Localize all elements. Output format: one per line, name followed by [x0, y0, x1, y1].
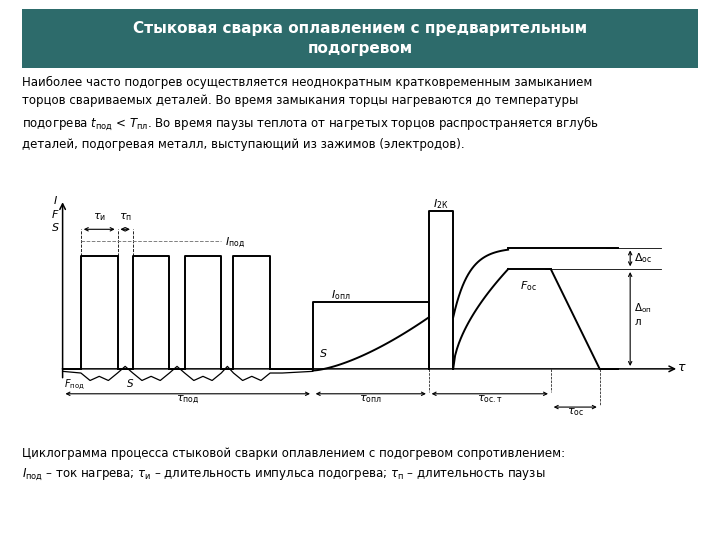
Text: $I_\mathrm{опл}$: $I_\mathrm{опл}$	[331, 288, 351, 302]
Text: $\Delta_\mathrm{ос}$: $\Delta_\mathrm{ос}$	[634, 252, 652, 265]
Text: $\tau_\mathrm{под}$: $\tau_\mathrm{под}$	[176, 394, 199, 406]
Text: $\tau_\mathrm{п}$: $\tau_\mathrm{п}$	[119, 212, 132, 224]
Text: $I$: $I$	[53, 194, 58, 206]
Text: $I_\mathrm{под}$: $I_\mathrm{под}$	[225, 235, 245, 250]
Text: $S$: $S$	[319, 347, 328, 359]
Text: Циклограмма процесса стыковой сварки оплавлением с подогревом сопротивлением:
$I: Циклограмма процесса стыковой сварки опл…	[22, 447, 564, 482]
Text: $F_\mathrm{ос}$: $F_\mathrm{ос}$	[521, 279, 537, 293]
Text: $\tau_\mathrm{ос}$: $\tau_\mathrm{ос}$	[567, 407, 584, 418]
Text: $\tau_\mathrm{и}$: $\tau_\mathrm{и}$	[93, 212, 106, 224]
Text: Стыковая сварка оплавлением с предварительным
подогревом: Стыковая сварка оплавлением с предварите…	[133, 21, 587, 56]
Text: $\tau_\mathrm{ос.т}$: $\tau_\mathrm{ос.т}$	[477, 393, 503, 405]
Text: $S$: $S$	[51, 221, 60, 233]
Text: Наиболее часто подогрев осуществляется неоднократным кратковременным замыканием
: Наиболее часто подогрев осуществляется н…	[22, 76, 598, 151]
Text: $I_\mathrm{2К}$: $I_\mathrm{2К}$	[433, 197, 449, 211]
Text: $\tau_\mathrm{опл}$: $\tau_\mathrm{опл}$	[359, 393, 382, 405]
Text: $F_\mathrm{под}$: $F_\mathrm{под}$	[64, 378, 84, 393]
Text: $F$: $F$	[51, 208, 60, 220]
Text: $\Delta_\mathrm{оп}$
л: $\Delta_\mathrm{оп}$ л	[634, 301, 652, 327]
Text: $\tau$: $\tau$	[678, 361, 687, 374]
Text: $S$: $S$	[125, 377, 134, 389]
